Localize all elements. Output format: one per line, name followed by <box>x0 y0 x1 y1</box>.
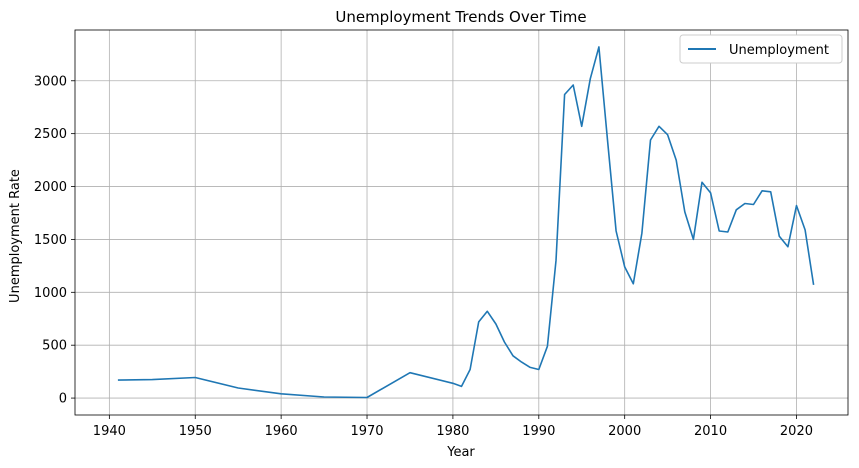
data-point <box>512 355 514 357</box>
x-tick-label: 1960 <box>265 424 298 439</box>
data-point <box>795 204 797 206</box>
data-point <box>469 368 471 370</box>
data-point <box>624 266 626 268</box>
data-point <box>546 345 548 347</box>
data-point <box>735 209 737 211</box>
data-point <box>598 46 600 48</box>
data-point <box>804 229 806 231</box>
legend-label-unemployment: Unemployment <box>729 43 829 58</box>
data-point <box>787 246 789 248</box>
data-point <box>770 191 772 193</box>
plot-frame <box>74 29 849 416</box>
data-point <box>606 139 608 141</box>
data-point <box>675 159 677 161</box>
data-point <box>520 361 522 363</box>
data-point <box>649 139 651 141</box>
series-layer <box>117 46 815 399</box>
data-point <box>727 231 729 233</box>
data-point <box>280 393 282 395</box>
data-point <box>718 230 720 232</box>
data-point <box>323 396 325 398</box>
x-axis-title: Year <box>446 445 475 460</box>
data-point <box>666 134 668 136</box>
data-point <box>701 181 703 183</box>
data-point <box>237 387 239 389</box>
data-point <box>486 310 488 312</box>
y-tick-label: 500 <box>42 339 67 354</box>
data-point <box>503 341 505 343</box>
data-point <box>615 230 617 232</box>
data-point <box>744 202 746 204</box>
chart-title: Unemployment Trends Over Time <box>335 8 586 26</box>
x-tick-label: 2020 <box>780 424 813 439</box>
data-point <box>563 93 565 95</box>
y-tick-label: 3000 <box>34 74 67 89</box>
legend: Unemployment <box>679 34 843 64</box>
y-tick-label: 2000 <box>34 180 67 195</box>
data-point <box>761 190 763 192</box>
data-point <box>581 125 583 127</box>
data-point <box>495 323 497 325</box>
y-tick-label: 1500 <box>34 233 67 248</box>
axes: 1940 1950 1960 1970 1980 1990 2000 2010 2020 0 500… <box>34 29 849 439</box>
x-tick-label: 1980 <box>436 424 469 439</box>
x-tick-label: 2000 <box>608 424 641 439</box>
data-point <box>117 379 119 381</box>
data-point <box>478 321 480 323</box>
x-tick-label: 1940 <box>93 424 126 439</box>
y-tick-label: 0 <box>59 392 67 407</box>
data-point <box>684 211 686 213</box>
data-point <box>194 376 196 378</box>
data-point <box>632 283 634 285</box>
y-axis-title: Unemployment Rate <box>8 169 23 303</box>
data-point <box>151 378 153 380</box>
grid <box>75 30 848 415</box>
data-point <box>812 284 814 286</box>
y-tick-label: 2500 <box>34 127 67 142</box>
data-point <box>460 385 462 387</box>
series-line-unemployment <box>117 46 815 399</box>
data-point <box>538 368 540 370</box>
data-point <box>658 125 660 127</box>
data-point <box>409 372 411 374</box>
data-point <box>555 259 557 261</box>
data-point <box>692 238 694 240</box>
x-tick-label: 2010 <box>694 424 727 439</box>
legend-frame <box>679 34 843 64</box>
data-point <box>709 192 711 194</box>
x-tick-label: 1990 <box>522 424 555 439</box>
data-point <box>589 78 591 80</box>
x-tick-label: 1970 <box>350 424 383 439</box>
x-tick-label: 1950 <box>179 424 212 439</box>
data-point <box>452 382 454 384</box>
data-point <box>752 203 754 205</box>
data-point <box>572 84 574 86</box>
data-point <box>641 232 643 234</box>
data-point <box>529 366 531 368</box>
data-point <box>366 396 368 398</box>
y-tick-label: 1000 <box>34 286 67 301</box>
data-point <box>778 235 780 237</box>
